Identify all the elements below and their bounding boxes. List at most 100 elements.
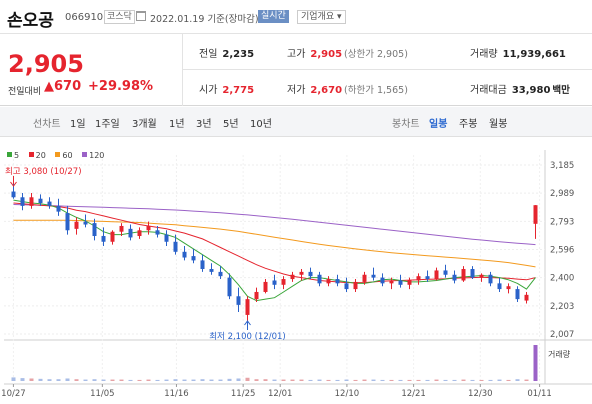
x-tick-label: 12/21: [401, 389, 426, 399]
volume-bar: [56, 379, 61, 381]
volume-bar: [128, 379, 133, 381]
candle-body: [290, 274, 295, 280]
quote-row-2: 시가 2,775 저가 2,670 (하한가 1,565) 거래대금 33,980 백만: [183, 70, 592, 106]
volume-bar: [290, 379, 295, 381]
period-1w[interactable]: 1주일: [95, 119, 120, 130]
market-badge: 코스닥: [104, 10, 135, 24]
x-tick-label: 12/30: [468, 389, 493, 399]
candle-body: [308, 271, 313, 277]
candle-body: [83, 221, 88, 225]
volume-bar: [65, 378, 70, 381]
candle-body: [488, 274, 493, 284]
volume-bar: [29, 378, 34, 381]
x-tick-label: 12/10: [335, 389, 360, 399]
current-price: 2,905: [8, 50, 84, 78]
candle-body: [407, 280, 412, 285]
period-3m[interactable]: 3개월: [132, 119, 157, 130]
volume-bar: [479, 379, 484, 381]
volume-bar: [434, 379, 439, 381]
y-tick-label: 2,007: [550, 330, 574, 340]
volume-bar: [11, 377, 16, 381]
volume-bar: [173, 379, 178, 381]
period-1d[interactable]: 1일: [70, 119, 86, 130]
high-arrowhead-icon: [10, 181, 17, 187]
company-summary-dropdown[interactable]: 기업개요 ▾: [297, 10, 346, 24]
candle-body: [371, 274, 376, 278]
quote-date: 2022.01.19 기준(장마감): [150, 14, 259, 25]
candle-body: [317, 274, 322, 284]
candle-body: [110, 231, 115, 242]
y-tick-label: 2,203: [550, 302, 574, 312]
volume-bar: [299, 379, 304, 381]
quote-row-1: 전일 2,235 고가 2,905 (상한가 2,905) 거래량 11,939,661: [183, 34, 592, 70]
volume-bar: [371, 379, 376, 381]
candle-body: [497, 283, 502, 290]
volume-bar: [164, 379, 169, 381]
candle-chart-label[interactable]: 봉차트: [392, 119, 420, 130]
period-3y[interactable]: 3년: [196, 119, 212, 130]
volume-bar: [83, 379, 88, 381]
volume-bar: [425, 379, 430, 381]
volume-bar: [398, 379, 403, 381]
candle-body: [335, 279, 340, 284]
candle-body: [425, 276, 430, 280]
volume-bar: [344, 379, 349, 381]
candle-body: [47, 201, 52, 206]
legend-ma120: 120: [82, 151, 104, 160]
candle-body: [155, 230, 160, 235]
candle-body: [353, 281, 358, 290]
volume-bar: [38, 378, 43, 381]
ma5-line: [13, 199, 536, 302]
volume-bar: [191, 379, 196, 381]
volume-bar: [209, 379, 214, 381]
period-5y[interactable]: 5년: [223, 119, 239, 130]
volume-bar: [137, 379, 142, 381]
volume-bar: [74, 379, 79, 381]
candle-body: [11, 191, 16, 198]
volume-bar: [515, 379, 520, 381]
period-10y[interactable]: 10년: [250, 119, 272, 130]
period-1y[interactable]: 1년: [169, 119, 185, 130]
y-tick-label: 2,596: [550, 246, 574, 256]
volume-bar: [497, 379, 502, 381]
volume-bar: [281, 379, 286, 381]
candle-body: [461, 269, 466, 281]
x-tick-label: 11/16: [164, 389, 189, 399]
candle-body: [56, 205, 61, 212]
candle-body: [515, 289, 520, 300]
volume-bar: [317, 379, 322, 381]
stock-name: 손오공: [7, 11, 54, 31]
stock-header: 손오공 066910 코스닥 2022.01.19 기준(장마감) 실시간 기업…: [0, 0, 592, 34]
candle-body: [20, 197, 25, 206]
candle-daily[interactable]: 일봉: [429, 119, 448, 130]
volume-bar: [461, 379, 466, 381]
candle-body: [416, 276, 421, 281]
candle-body: [236, 296, 241, 305]
candle-body: [434, 270, 439, 280]
candle-body: [389, 280, 394, 284]
volume-bar: [380, 379, 385, 381]
candle-body: [254, 291, 259, 300]
volume-bar: [236, 378, 241, 381]
y-tick-label: 2,793: [550, 217, 574, 227]
trade-amount: 거래대금 33,980 백만: [470, 85, 570, 96]
candle-body: [299, 271, 304, 275]
volume-bar: [524, 379, 529, 381]
change-label: 전일대비: [8, 87, 42, 97]
annotation-high: 최고 3,080 (10/27): [5, 166, 82, 177]
x-tick-label: 12/01: [268, 389, 293, 399]
candle-monthly[interactable]: 월봉: [489, 119, 508, 130]
volume-bar: [272, 379, 277, 381]
volume-bar: [155, 379, 160, 381]
candle-body: [182, 251, 187, 258]
up-arrow-icon: ▲: [44, 79, 54, 94]
line-chart-label[interactable]: 선차트: [33, 119, 61, 130]
candle-weekly[interactable]: 주봉: [459, 119, 478, 130]
candle-body: [452, 274, 457, 281]
realtime-button[interactable]: 실시간: [258, 10, 289, 23]
open-price: 시가 2,775: [199, 85, 255, 96]
legend-ma60: 60: [55, 151, 73, 160]
change-amount: 670: [54, 79, 82, 94]
volume-bar: [362, 379, 367, 381]
